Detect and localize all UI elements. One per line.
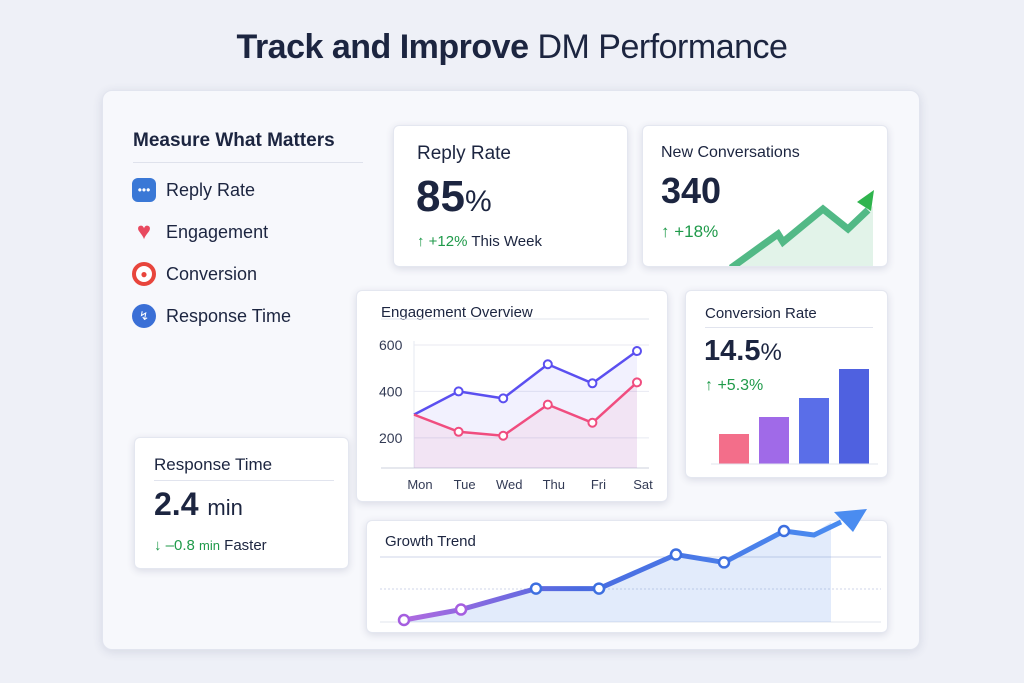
x-tick-label: Wed xyxy=(496,477,523,492)
card-title: New Conversations xyxy=(661,144,800,161)
page-title: Track and Improve DM Performance xyxy=(236,28,788,66)
sidebar-item-reply-rate[interactable]: ••• Reply Rate xyxy=(132,178,255,202)
reply-rate-value: 85% xyxy=(416,172,492,221)
x-tick-label: Sat xyxy=(633,477,653,492)
bar xyxy=(799,398,829,464)
data-point xyxy=(632,377,642,388)
target-icon: ● xyxy=(132,262,156,286)
data-point xyxy=(454,603,468,616)
growth-trend-chart xyxy=(380,509,881,627)
stopwatch-icon: ↯ xyxy=(132,304,156,328)
new-conversations-card: New Conversations 340 ↑ +18% xyxy=(642,125,888,267)
response-time-change: ↓ –0.8 min Faster xyxy=(154,537,267,554)
bar xyxy=(759,417,789,464)
bar xyxy=(839,369,869,464)
chart-title: Growth Trend xyxy=(385,533,476,550)
series-area xyxy=(414,382,637,468)
data-point xyxy=(498,393,509,404)
reply-rate-card: Reply Rate 85% ↑ +12% This Week xyxy=(393,125,628,267)
x-tick-label: Thu xyxy=(543,477,565,492)
data-point xyxy=(592,582,606,595)
data-point xyxy=(587,378,598,389)
engagement-chart: 600 400 200 Mon Tue Wed Thu Fri Sat xyxy=(379,318,653,492)
card-title: Conversion Rate xyxy=(705,305,817,322)
data-point xyxy=(529,582,543,595)
reply-rate-change: ↑ +12% This Week xyxy=(417,233,542,250)
heart-icon: ♥ xyxy=(136,218,152,245)
x-tick-label: Fri xyxy=(591,477,606,492)
divider xyxy=(133,162,363,163)
conversion-rate-card: Conversion Rate 14.5% ↑ +5.3% xyxy=(685,290,888,478)
conversion-bar-chart xyxy=(711,369,878,465)
new-conversations-value: 340 xyxy=(661,170,722,211)
y-tick-label: 400 xyxy=(379,383,403,399)
card-title: Response Time xyxy=(154,455,273,474)
y-tick-label: 200 xyxy=(379,430,403,446)
conversion-rate-value: 14.5% xyxy=(704,335,782,367)
series-line xyxy=(413,381,638,438)
data-point xyxy=(717,556,731,569)
data-point xyxy=(498,430,509,441)
x-tick-label: Mon xyxy=(407,477,432,492)
new-conversations-change: ↑ +18% xyxy=(661,222,719,241)
data-point xyxy=(397,613,411,627)
data-point xyxy=(453,426,464,437)
response-time-card: Response Time 2.4 min ↓ –0.8 min Faster xyxy=(134,437,349,569)
trend-arrow-graphic xyxy=(728,190,874,266)
data-point xyxy=(542,399,553,410)
bar xyxy=(719,434,749,464)
conversion-rate-change: ↑ +5.3% xyxy=(705,377,764,394)
data-point xyxy=(632,346,642,357)
series-line xyxy=(413,350,638,416)
arrow-up-icon: ↑ xyxy=(661,222,675,241)
response-time-value: 2.4 min xyxy=(154,486,243,522)
arrow-head-icon xyxy=(857,190,874,211)
data-point xyxy=(542,359,553,370)
chart-title: Engagement Overview xyxy=(381,304,533,321)
data-point xyxy=(669,548,683,561)
data-point xyxy=(587,417,598,428)
y-tick-label: 600 xyxy=(379,337,403,353)
sidebar-item-response-time[interactable]: ↯ Response Time xyxy=(132,304,291,328)
sidebar-item-engagement[interactable]: ♥ Engagement xyxy=(132,218,268,245)
sidebar-item-conversion[interactable]: ● Conversion xyxy=(132,262,257,286)
sidebar-heading: Measure What Matters xyxy=(133,130,335,151)
card-title: Reply Rate xyxy=(417,143,511,164)
chat-bubble-icon: ••• xyxy=(132,178,156,202)
arrow-down-icon: ↓ xyxy=(154,537,166,554)
x-tick-label: Tue xyxy=(454,477,476,492)
arrow-up-icon: ↑ xyxy=(417,233,429,250)
engagement-overview-card: Engagement Overview 600 400 200 Mon Tue Wed Th… xyxy=(356,290,668,502)
arrow-up-icon: ↑ xyxy=(705,377,718,394)
data-point xyxy=(453,386,464,397)
data-point xyxy=(777,524,791,538)
series-area xyxy=(414,351,637,468)
arrow-head-icon xyxy=(834,509,867,532)
